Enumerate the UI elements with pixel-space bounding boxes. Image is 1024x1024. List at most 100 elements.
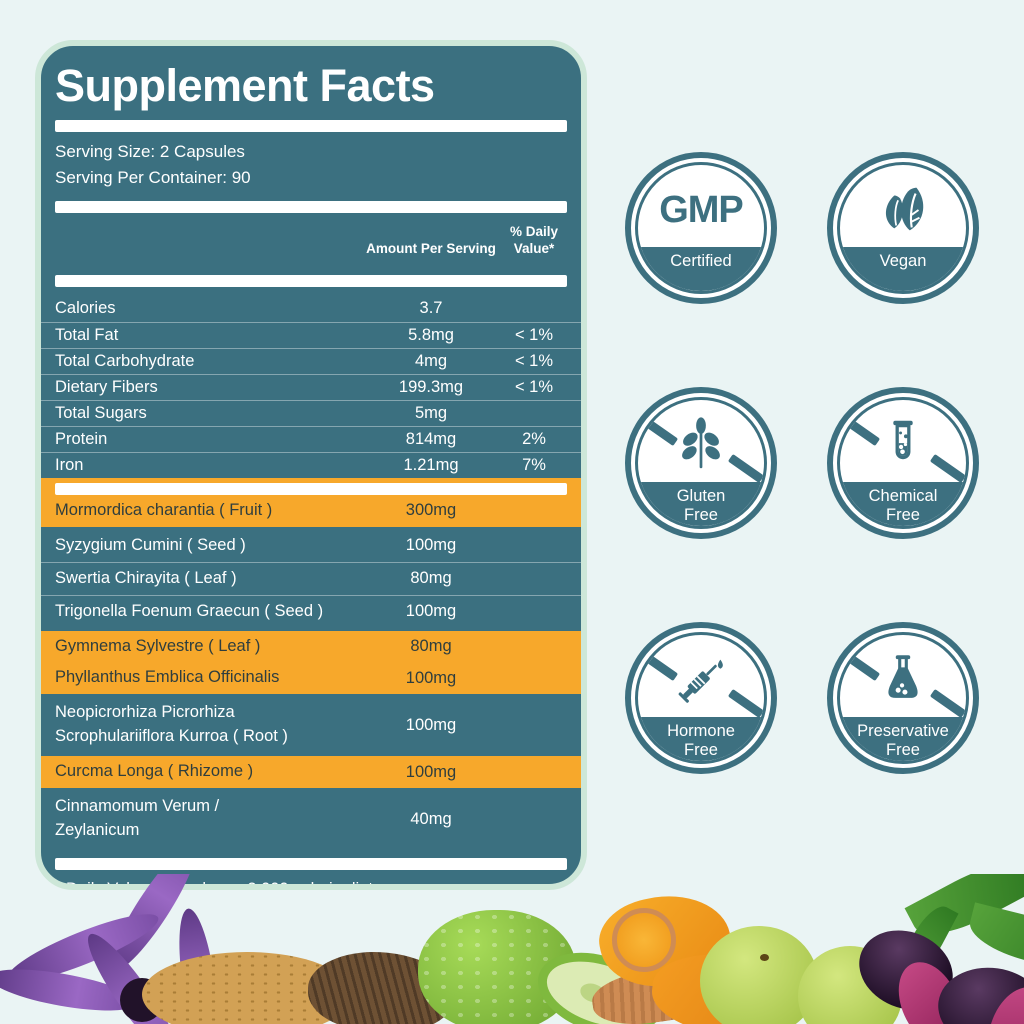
botanical-name: Neopicrorhiza Picrorhiza Scrophulariiflo… xyxy=(55,703,288,746)
botanical-amount: 300mg xyxy=(405,501,457,520)
syringe-slash-icon xyxy=(638,643,764,719)
nutrient-daily-value: < 1% xyxy=(514,377,554,396)
botanical-amount: 80mg xyxy=(410,637,452,656)
botanical-row: Curcma Longa ( Rhizome ) 100mg xyxy=(41,756,581,789)
botanical-row: Cinnamomum Verum / Zeylanicum 40mg xyxy=(41,791,581,847)
badge-label: Certified xyxy=(638,246,764,291)
wheat-slash-icon xyxy=(638,408,764,484)
badge-label: Gluten Free xyxy=(638,481,764,526)
botanical-name: Cinnamomum Verum / Zeylanicum xyxy=(55,797,220,840)
botanicals-photo-strip xyxy=(0,874,1024,1024)
panel-title: Supplement Facts xyxy=(55,60,435,111)
botanical-row: Neopicrorhiza Picrorhiza Scrophulariiflo… xyxy=(41,697,581,753)
flask-slash-icon xyxy=(840,643,966,719)
nutrient-name: Calories xyxy=(55,299,116,318)
botanical-amount: 40mg xyxy=(410,809,452,828)
nutrient-name: Total Fat xyxy=(55,325,119,344)
nutrient-name: Iron xyxy=(55,455,84,474)
botanical-name: Mormordica charantia ( Fruit ) xyxy=(55,500,273,519)
nutrient-amount: 1.21mg xyxy=(403,455,459,474)
test-tube-slash-icon xyxy=(840,408,966,484)
nutrient-row: Protein 814mg 2% xyxy=(41,425,581,452)
badge-label: Hormone Free xyxy=(638,716,764,761)
table-header-row: Amount Per Serving % Daily Value* xyxy=(41,222,581,264)
divider-bar xyxy=(55,858,567,871)
botanical-amount: 100mg xyxy=(405,668,457,687)
nutrient-amount: 5.8mg xyxy=(408,325,454,344)
nutrients-table: Calories 3.7 Total Fat 5.8mg < 1% Total Carbo… xyxy=(41,296,581,478)
divider-bar xyxy=(55,120,567,133)
badge-hormone-free: Hormone Free xyxy=(625,622,777,774)
botanicals-table: Mormordica charantia ( Fruit ) 300mg Syzyg… xyxy=(41,494,581,847)
nutrient-amount: 3.7 xyxy=(419,299,443,318)
badge-inner: Preservative Free xyxy=(837,632,969,764)
divider-bar xyxy=(55,274,567,287)
nutrient-daily-value: 7% xyxy=(522,455,546,474)
footnotes: * Daily Values based on a 2,000 calorie … xyxy=(41,879,581,890)
gmp-text: GMP xyxy=(659,188,744,231)
badge-certified: GMP Certified xyxy=(625,152,777,304)
amla-berry-blossom xyxy=(760,954,769,961)
turmeric-cut-face xyxy=(612,908,676,972)
nutrient-row: Dietary Fibers 199.3mg < 1% xyxy=(41,373,581,400)
badge-vegan: Vegan xyxy=(827,152,979,304)
supplement-facts-panel: Supplement Facts Serving Size: 2 Capsule… xyxy=(35,40,587,890)
nutrient-amount: 814mg xyxy=(405,429,457,448)
botanical-name: Gymnema Sylvestre ( Leaf ) xyxy=(55,636,261,655)
header-amount-per-serving: Amount Per Serving xyxy=(366,241,496,256)
nutrient-row: Total Sugars 5mg xyxy=(41,399,581,426)
botanical-name: Curcma Longa ( Rhizome ) xyxy=(55,762,254,781)
badge-inner: Gluten Free xyxy=(635,397,767,529)
green-leaf xyxy=(964,902,1024,974)
divider-bar xyxy=(55,482,567,495)
botanical-name: Syzygium Cumini ( Seed ) xyxy=(55,535,246,554)
amla-berry xyxy=(700,926,818,1024)
nutrient-row: Iron 1.21mg 7% xyxy=(41,451,581,478)
footnote-daily-values: * Daily Values based on a 2,000 calorie … xyxy=(55,880,373,890)
badge-inner: GMP Certified xyxy=(635,162,767,294)
badge-preservative-free: Preservative Free xyxy=(827,622,979,774)
servings-per-container: Serving Per Container: 90 xyxy=(55,168,251,188)
badge-inner: Vegan xyxy=(837,162,969,294)
nutrient-amount: 4mg xyxy=(414,351,448,370)
badge-label: Preservative Free xyxy=(840,716,966,761)
nutrient-daily-value: < 1% xyxy=(514,351,554,370)
serving-size: Serving Size: 2 Capsules xyxy=(55,142,245,162)
nutrient-row: Calories 3.7 xyxy=(41,296,581,322)
header-daily-value: % Daily Value* xyxy=(509,224,559,256)
nutrient-daily-value: < 1% xyxy=(514,325,554,344)
botanical-name: Trigonella Foenum Graecun ( Seed ) xyxy=(55,601,324,620)
nutrient-name: Protein xyxy=(55,429,108,448)
botanical-row: Syzygium Cumini ( Seed ) 100mg xyxy=(41,530,581,562)
badge-label: Vegan xyxy=(840,246,966,291)
badge-inner: Hormone Free xyxy=(635,632,767,764)
botanical-amount: 100mg xyxy=(405,762,457,781)
botanical-name: Phyllanthus Emblica Officinalis xyxy=(55,668,280,687)
botanical-amount: 100mg xyxy=(405,602,457,621)
badge-label: Chemical Free xyxy=(840,481,966,526)
nutrient-row: Total Carbohydrate 4mg < 1% xyxy=(41,347,581,374)
divider-bar xyxy=(55,201,567,214)
nutrient-name: Dietary Fibers xyxy=(55,377,158,396)
nutrient-amount: 199.3mg xyxy=(398,377,464,396)
botanical-row: Phyllanthus Emblica Officinalis 100mg xyxy=(41,662,581,695)
badge-inner: Chemical Free xyxy=(837,397,969,529)
botanical-amount: 80mg xyxy=(410,569,452,588)
botanical-amount: 100mg xyxy=(405,715,457,734)
botanical-row: Mormordica charantia ( Fruit ) 300mg xyxy=(41,494,581,527)
badge-chemical-free: Chemical Free xyxy=(827,387,979,539)
highlight-section-cap xyxy=(41,477,581,495)
leaf-icon xyxy=(840,173,966,249)
botanical-name: Swertia Chirayita ( Leaf ) xyxy=(55,568,237,587)
nutrient-row: Total Fat 5.8mg < 1% xyxy=(41,321,581,348)
botanical-row: Trigonella Foenum Graecun ( Seed ) 100mg xyxy=(41,594,581,628)
botanical-row: Swertia Chirayita ( Leaf ) 80mg xyxy=(41,561,581,595)
nutrient-name: Total Carbohydrate xyxy=(55,351,195,370)
nutrient-amount: 5mg xyxy=(414,403,448,422)
botanical-amount: 100mg xyxy=(405,536,457,555)
badge-gluten-free: Gluten Free xyxy=(625,387,777,539)
botanical-row: Gymnema Sylvestre ( Leaf ) 80mg xyxy=(41,630,581,663)
gmp-text-icon: GMP xyxy=(638,173,764,249)
nutrient-daily-value: 2% xyxy=(522,429,546,448)
certification-badges: GMP Certified Vegan Gluten Free Chemical Fre… xyxy=(625,152,979,774)
